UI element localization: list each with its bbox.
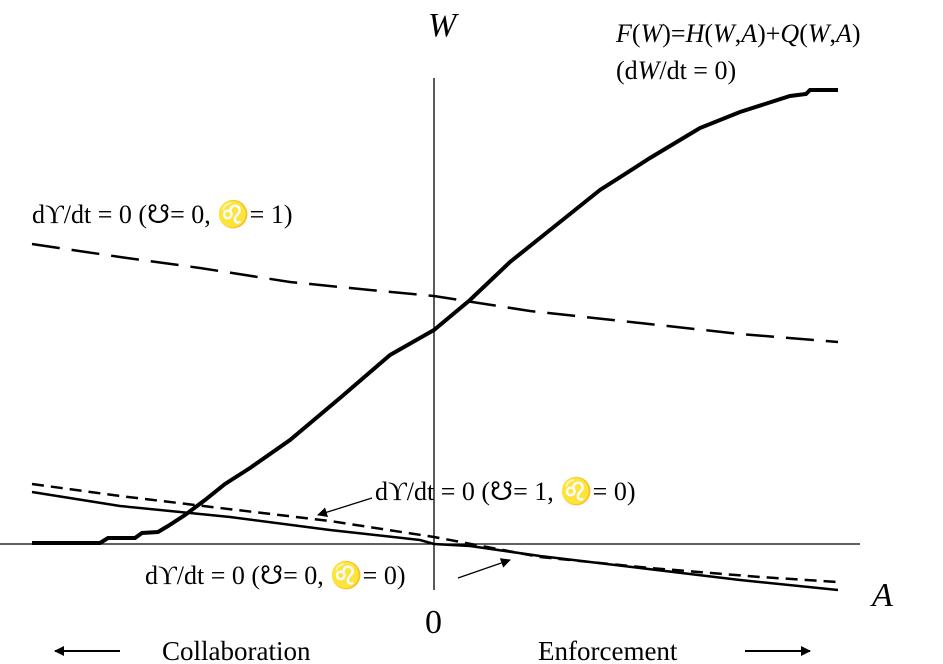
dashed-curve-long — [31, 242, 839, 344]
d10-curve-label: dϒ/dt = 0 (☋= 0, ♌= 1) — [32, 199, 293, 229]
label-arrow-d01 — [317, 497, 373, 518]
d01-curve-label: dϒ/dt = 0 (☋= 1, ♌= 0) — [375, 476, 636, 506]
label-arrow-d00 — [457, 558, 511, 579]
y-axis-label: W — [428, 7, 459, 44]
f-curve — [32, 88, 838, 545]
dashed-curve-short — [31, 482, 839, 584]
f-curve-label: F(W)=H(W,A)+Q(W,A) — [615, 19, 861, 48]
collaboration-label: Collaboration — [162, 636, 311, 664]
f-curve-condition-label: (dW/dt = 0) — [616, 56, 736, 85]
d00-curve-label: dϒ/dt = 0 (☋= 0, ♌= 0) — [145, 560, 406, 590]
solid-curve-thin — [31, 490, 839, 592]
x-axis-label: A — [870, 577, 893, 614]
enforcement-label: Enforcement — [538, 636, 678, 664]
origin-label: 0 — [425, 604, 442, 641]
